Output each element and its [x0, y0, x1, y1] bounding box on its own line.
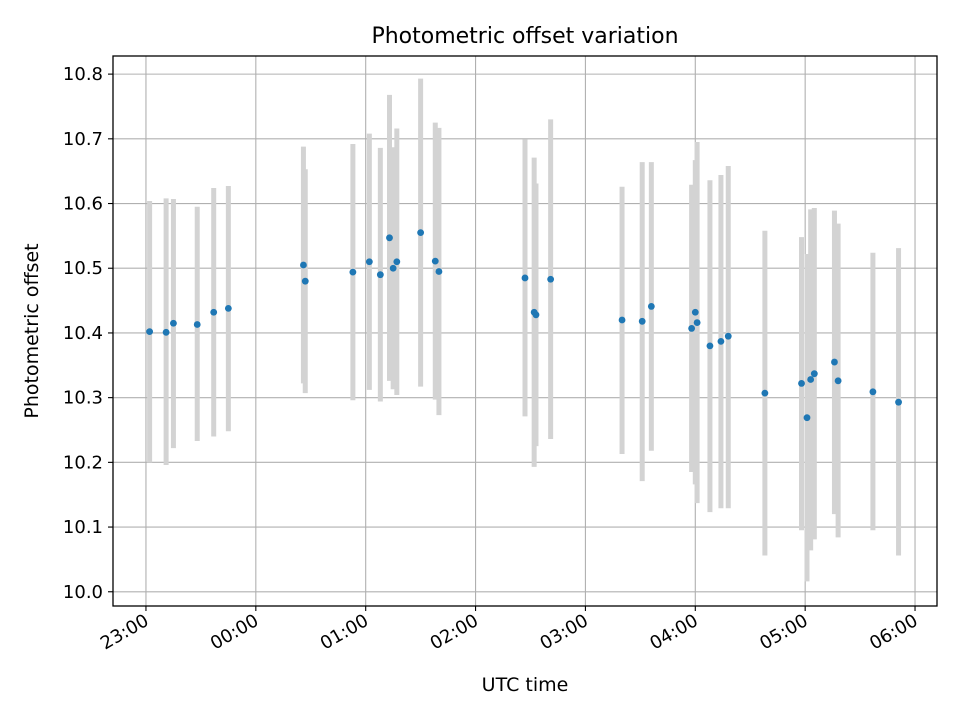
data-point — [376, 271, 384, 279]
y-tick-label: 10.6 — [63, 194, 103, 215]
chart-title: Photometric offset variation — [371, 24, 678, 49]
data-point — [834, 377, 842, 385]
x-axis-label: UTC time — [482, 674, 569, 696]
data-point — [162, 328, 170, 336]
data-point — [706, 342, 714, 350]
data-point — [532, 311, 540, 319]
data-point — [301, 277, 309, 285]
data-point — [761, 389, 769, 397]
data-point — [146, 328, 154, 336]
data-point — [435, 268, 443, 275]
y-tick-label: 10.7 — [63, 129, 103, 150]
y-tick-label: 10.3 — [63, 388, 103, 409]
data-point — [807, 376, 815, 383]
data-point — [431, 257, 439, 265]
plot-area-frame — [112, 55, 938, 607]
data-point — [647, 303, 655, 310]
data-point — [210, 308, 218, 316]
data-point — [691, 308, 699, 316]
data-points — [146, 229, 902, 422]
y-tick-label: 10.2 — [63, 452, 103, 473]
y-tick-label: 10.0 — [63, 582, 103, 603]
data-point — [417, 229, 425, 237]
data-point — [724, 332, 732, 340]
y-axis-label: Photometric offset — [21, 243, 43, 418]
data-point — [386, 234, 393, 242]
data-point — [393, 258, 401, 266]
data-point — [365, 258, 373, 266]
data-point — [831, 358, 838, 366]
data-point — [810, 370, 818, 378]
data-point — [638, 317, 646, 325]
data-point — [193, 321, 201, 328]
data-point — [895, 398, 902, 406]
data-point — [693, 319, 701, 326]
data-point — [224, 304, 232, 312]
data-point — [300, 261, 307, 269]
y-tick-label: 10.5 — [63, 258, 103, 279]
data-point — [170, 319, 177, 327]
y-tick-label: 10.4 — [63, 323, 103, 344]
data-point — [618, 316, 626, 324]
axis-ticks: 10.010.110.210.310.410.510.610.710.823:0… — [63, 64, 922, 654]
data-point — [547, 275, 555, 283]
data-point — [869, 388, 877, 396]
data-point — [349, 268, 357, 276]
data-point — [688, 325, 696, 332]
data-point — [717, 337, 725, 345]
y-tick-label: 10.1 — [63, 517, 103, 538]
data-point — [798, 380, 805, 387]
y-tick-label: 10.8 — [63, 64, 103, 85]
data-point — [521, 274, 529, 282]
data-point — [389, 264, 397, 272]
data-point — [803, 414, 811, 422]
